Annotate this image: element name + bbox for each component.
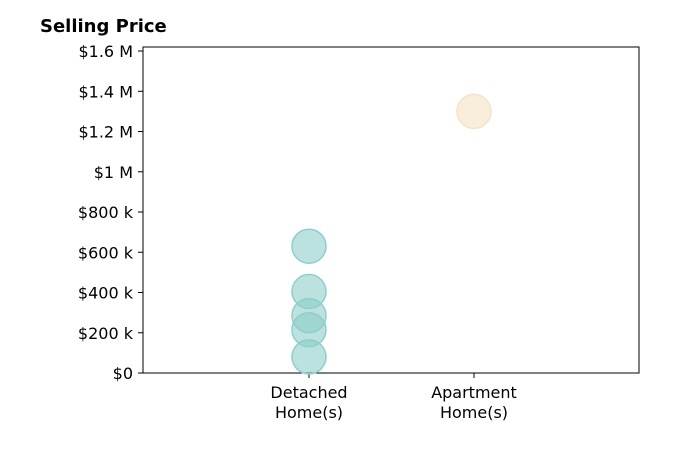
y-tick-label: $400 k [78, 284, 134, 303]
data-point [456, 93, 492, 130]
y-tick-label: $1.4 M [78, 82, 133, 101]
x-tick-label: Apartment Home(s) [431, 383, 517, 422]
plot-frame [142, 46, 640, 374]
y-tick-label: $1.6 M [78, 42, 133, 61]
y-tick-label: $800 k [78, 203, 134, 222]
data-point [291, 339, 327, 375]
y-tick-label: $600 k [78, 243, 134, 262]
y-tick-label: $200 k [78, 324, 134, 343]
x-tick-label: Detached Home(s) [270, 383, 347, 422]
y-tick-label: $1 M [94, 163, 133, 182]
y-tick-label: $0 [113, 364, 133, 383]
chart-title: Selling Price [40, 16, 167, 37]
y-tick-label: $1.2 M [78, 123, 133, 142]
data-point [291, 228, 327, 264]
